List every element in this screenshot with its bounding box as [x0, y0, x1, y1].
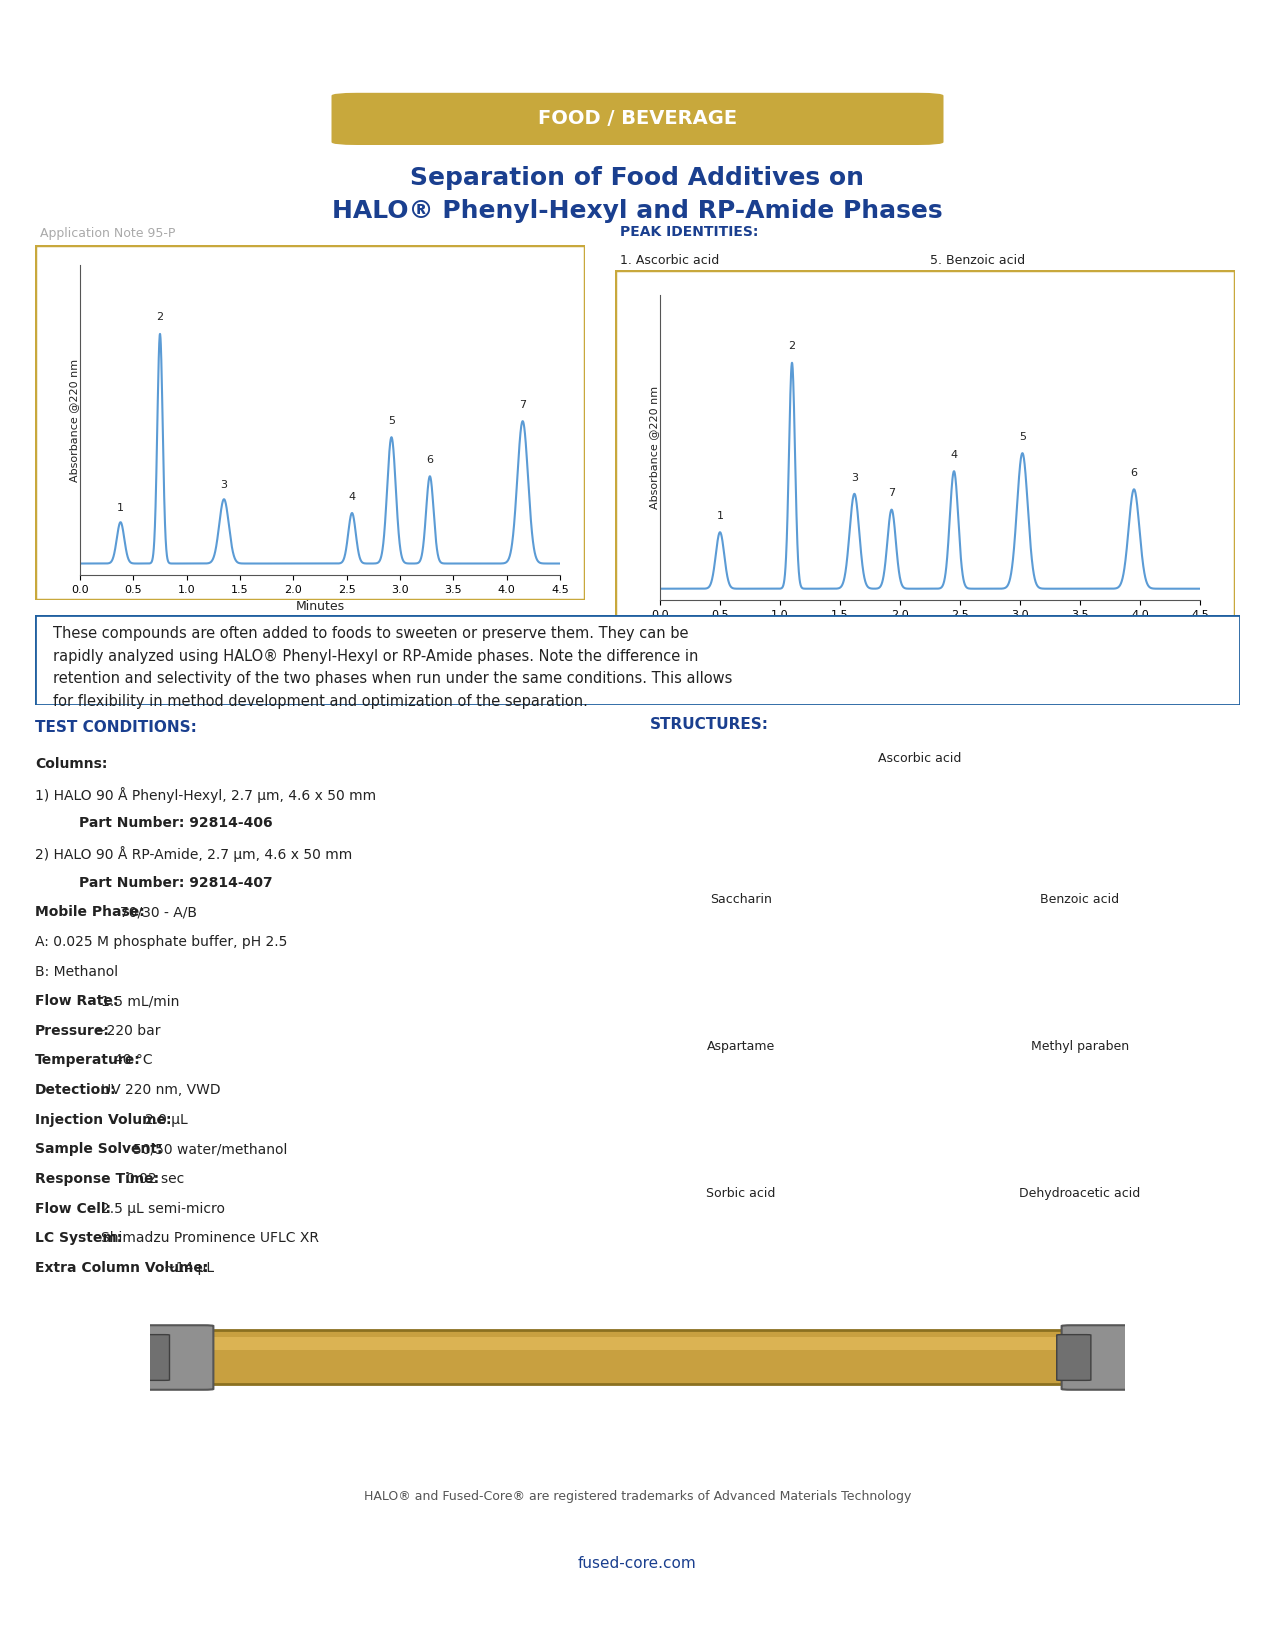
Text: 4: 4: [950, 450, 958, 460]
Text: UV 220 nm, VWD: UV 220 nm, VWD: [101, 1082, 221, 1097]
Text: 5. Benzoic acid: 5. Benzoic acid: [929, 254, 1025, 267]
Text: A: 0.025 M phosphate buffer, pH 2.5: A: 0.025 M phosphate buffer, pH 2.5: [34, 936, 287, 949]
Text: 3: 3: [850, 472, 858, 482]
FancyBboxPatch shape: [34, 244, 585, 601]
Text: HALO.: HALO.: [523, 25, 752, 86]
FancyBboxPatch shape: [180, 1330, 1095, 1384]
Text: 1. Ascorbic acid: 1. Ascorbic acid: [620, 254, 719, 267]
Text: Temperature:: Temperature:: [34, 1053, 140, 1068]
Text: HALO® and Fused-Core® are registered trademarks of Advanced Materials Technology: HALO® and Fused-Core® are registered tra…: [363, 1490, 912, 1503]
Text: Separation of Food Additives on: Separation of Food Additives on: [411, 167, 864, 190]
Text: 2: 2: [788, 342, 796, 351]
Text: 3: 3: [221, 480, 227, 490]
Text: fused-core.com: fused-core.com: [578, 1556, 697, 1571]
Text: 5: 5: [1019, 432, 1026, 442]
Text: Flow Cell:: Flow Cell:: [34, 1201, 111, 1216]
Text: 3. Aspartame: 3. Aspartame: [620, 323, 704, 337]
Text: Shimadzu Prominence UFLC XR: Shimadzu Prominence UFLC XR: [101, 1231, 319, 1246]
Text: Flow Rate:: Flow Rate:: [34, 995, 119, 1008]
FancyBboxPatch shape: [135, 1335, 170, 1381]
FancyBboxPatch shape: [332, 92, 944, 145]
Text: These compounds are often added to foods to sweeten or preserve them. They can b: These compounds are often added to foods…: [54, 625, 732, 710]
Text: 7: 7: [887, 488, 895, 498]
Text: Injection Volume:: Injection Volume:: [34, 1112, 172, 1127]
Text: LC System:: LC System:: [34, 1231, 122, 1246]
Text: 7. Dehydroacetic acid: 7. Dehydroacetic acid: [929, 323, 1067, 337]
Text: B: Methanol: B: Methanol: [34, 965, 119, 978]
Text: Response Time:: Response Time:: [34, 1172, 159, 1186]
Text: 6: 6: [426, 455, 434, 465]
FancyBboxPatch shape: [140, 1325, 213, 1389]
Text: 5: 5: [388, 416, 395, 426]
Text: 50/50 water/methanol: 50/50 water/methanol: [133, 1142, 287, 1157]
Text: Aspartame: Aspartame: [706, 1040, 775, 1053]
Text: 7: 7: [519, 399, 527, 409]
Text: 2: 2: [157, 312, 163, 322]
Text: 40 °C: 40 °C: [113, 1053, 152, 1068]
Text: Benzoic acid: Benzoic acid: [1040, 893, 1119, 906]
Text: Sample Solvent:: Sample Solvent:: [34, 1142, 162, 1157]
FancyBboxPatch shape: [1057, 1335, 1091, 1381]
Text: HALO® Phenyl-Hexyl and RP-Amide Phases: HALO® Phenyl-Hexyl and RP-Amide Phases: [333, 198, 942, 223]
Text: 6: 6: [1131, 469, 1137, 478]
Text: 6. Methyl paraben: 6. Methyl paraben: [929, 289, 1044, 302]
Text: 1: 1: [117, 503, 124, 513]
Text: 0.02 sec: 0.02 sec: [126, 1172, 185, 1186]
X-axis label: Minutes: Minutes: [296, 601, 344, 614]
Text: Extra Column Volume:: Extra Column Volume:: [34, 1261, 208, 1275]
Text: Part Number: 92814-406: Part Number: 92814-406: [79, 817, 273, 830]
Text: 2. Saccharin: 2. Saccharin: [620, 289, 697, 302]
Bar: [189, 1336, 1086, 1350]
Text: HALO Phenyl-Hexyl: HALO Phenyl-Hexyl: [848, 280, 968, 292]
Text: ~220 bar: ~220 bar: [94, 1023, 161, 1038]
Text: FOOD / BEVERAGE: FOOD / BEVERAGE: [538, 109, 737, 129]
Text: Columns:: Columns:: [34, 757, 107, 771]
Text: 2.5 μL semi-micro: 2.5 μL semi-micro: [101, 1201, 224, 1216]
FancyBboxPatch shape: [34, 615, 1241, 705]
Text: 1.5 mL/min: 1.5 mL/min: [101, 995, 180, 1008]
Text: 2.0 μL: 2.0 μL: [145, 1112, 187, 1127]
Y-axis label: Absorbance @220 nm: Absorbance @220 nm: [69, 358, 79, 482]
Text: Application Note 95-P: Application Note 95-P: [40, 228, 176, 241]
Text: Pressure:: Pressure:: [34, 1023, 110, 1038]
Text: PEAK IDENTITIES:: PEAK IDENTITIES:: [620, 224, 759, 239]
Text: 70/30 - A/B: 70/30 - A/B: [120, 906, 196, 919]
FancyBboxPatch shape: [615, 271, 1235, 620]
Text: Sorbic acid: Sorbic acid: [706, 1186, 775, 1200]
Text: Part Number: 92814-407: Part Number: 92814-407: [79, 876, 273, 889]
Text: Saccharin: Saccharin: [710, 893, 771, 906]
Text: 2) HALO 90 Å RP-Amide, 2.7 μm, 4.6 x 50 mm: 2) HALO 90 Å RP-Amide, 2.7 μm, 4.6 x 50 …: [34, 846, 352, 861]
Text: 4: 4: [348, 492, 356, 502]
Text: Dehydroacetic acid: Dehydroacetic acid: [1020, 1186, 1141, 1200]
Text: 1: 1: [717, 512, 723, 521]
Text: Methyl paraben: Methyl paraben: [1031, 1040, 1130, 1053]
FancyBboxPatch shape: [1062, 1325, 1135, 1389]
Text: 1) HALO 90 Å Phenyl-Hexyl, 2.7 μm, 4.6 x 50 mm: 1) HALO 90 Å Phenyl-Hexyl, 2.7 μm, 4.6 x…: [34, 787, 376, 802]
Text: Mobile Phase:: Mobile Phase:: [34, 906, 145, 919]
Text: TEST CONDITIONS:: TEST CONDITIONS:: [34, 719, 196, 734]
Text: Ascorbic acid: Ascorbic acid: [878, 752, 961, 766]
Text: 4. Sorbic acid: 4. Sorbic acid: [620, 360, 705, 373]
X-axis label: Minutes: Minutes: [905, 625, 955, 639]
Text: STRUCTURES:: STRUCTURES:: [650, 718, 769, 733]
Text: ~14 μL: ~14 μL: [164, 1261, 214, 1275]
Y-axis label: Absorbance @220 nm: Absorbance @220 nm: [649, 386, 659, 510]
Text: Detection:: Detection:: [34, 1082, 116, 1097]
